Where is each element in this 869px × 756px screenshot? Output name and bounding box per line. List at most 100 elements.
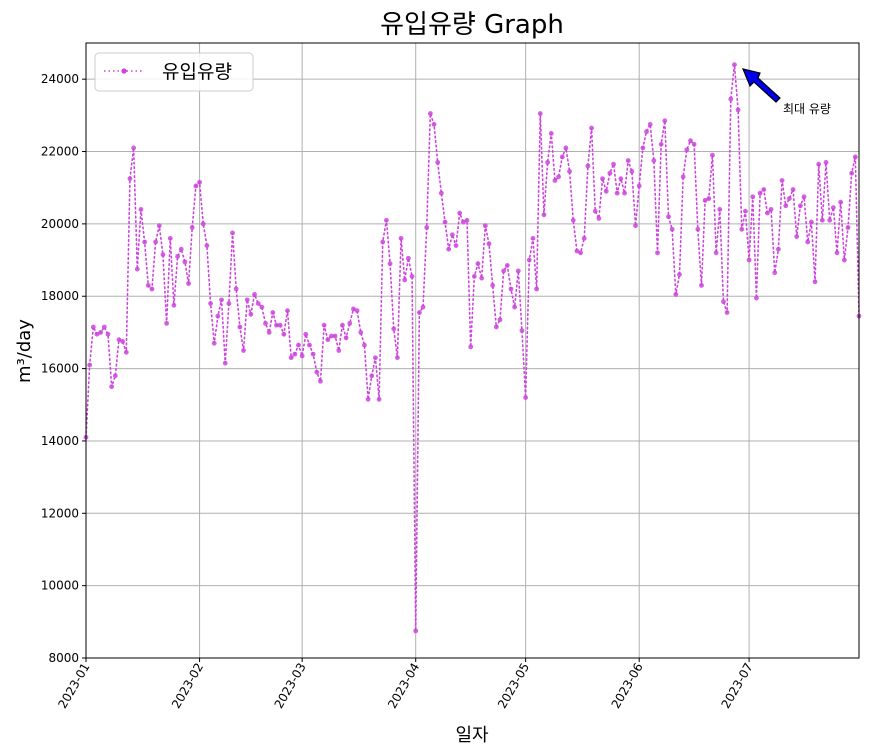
data-point xyxy=(277,322,283,328)
data-point xyxy=(614,190,620,196)
data-point xyxy=(790,187,796,192)
data-point xyxy=(699,282,704,288)
data-point xyxy=(325,337,331,343)
data-point xyxy=(464,217,470,223)
y-tick-label: 24000 xyxy=(41,72,79,86)
y-tick-label: 14000 xyxy=(41,434,79,448)
data-point xyxy=(446,246,452,252)
data-point xyxy=(600,176,605,182)
data-point xyxy=(255,301,261,306)
data-point xyxy=(292,351,298,357)
data-point xyxy=(420,304,426,310)
data-point xyxy=(354,308,360,314)
data-point xyxy=(589,125,594,131)
data-point xyxy=(138,207,144,212)
data-point xyxy=(779,178,785,183)
data-point xyxy=(395,355,400,361)
data-point xyxy=(655,250,660,256)
data-point xyxy=(592,208,598,214)
y-axis-label: m³/day xyxy=(14,319,35,383)
data-point xyxy=(105,331,111,337)
data-point xyxy=(735,107,741,113)
legend: 유입유량 xyxy=(94,52,254,92)
data-point xyxy=(90,324,96,330)
data-point xyxy=(512,304,518,310)
data-point xyxy=(329,333,334,339)
data-point xyxy=(438,190,444,196)
data-point xyxy=(222,360,228,366)
data-point xyxy=(706,196,712,201)
data-point xyxy=(838,199,844,205)
data-point xyxy=(413,628,419,634)
data-point xyxy=(827,217,833,223)
x-axis-label: 일자 xyxy=(455,725,489,746)
data-point xyxy=(611,161,616,167)
series-layer xyxy=(83,62,862,634)
data-point xyxy=(581,235,587,241)
data-point xyxy=(380,239,386,245)
data-point xyxy=(783,203,789,209)
max-annotation: 최대 유량 xyxy=(742,68,831,116)
y-tick-label: 22000 xyxy=(41,145,79,159)
data-point xyxy=(545,159,550,165)
data-point xyxy=(299,353,305,359)
data-point xyxy=(120,339,126,344)
data-point xyxy=(552,178,558,183)
data-point xyxy=(175,254,180,259)
data-point xyxy=(710,152,715,158)
data-point xyxy=(603,188,609,194)
data-point xyxy=(808,219,814,225)
data-point xyxy=(123,349,129,355)
data-point xyxy=(449,232,455,238)
data-point xyxy=(849,170,855,176)
data-point xyxy=(310,351,316,357)
data-point xyxy=(695,226,701,232)
data-point xyxy=(757,190,763,196)
data-point xyxy=(307,342,312,348)
data-point xyxy=(145,282,151,288)
data-point xyxy=(482,223,488,229)
data-point xyxy=(182,259,188,265)
data-point xyxy=(87,362,93,368)
data-point xyxy=(365,396,371,402)
data-point xyxy=(534,286,540,292)
data-point xyxy=(453,243,459,248)
data-point xyxy=(237,324,243,330)
data-point xyxy=(786,196,792,201)
data-point xyxy=(640,145,646,151)
data-point xyxy=(680,174,686,180)
data-point xyxy=(728,96,734,102)
data-point xyxy=(387,261,393,267)
data-point xyxy=(501,268,507,274)
data-point xyxy=(233,286,239,292)
data-point xyxy=(281,331,287,337)
data-point xyxy=(471,273,477,279)
data-point xyxy=(373,355,378,361)
data-point xyxy=(435,159,441,165)
data-point xyxy=(486,241,492,247)
data-point xyxy=(347,320,353,326)
data-point xyxy=(208,301,213,306)
annotation-label: 최대 유량 xyxy=(783,102,831,116)
data-point xyxy=(750,194,756,200)
data-point xyxy=(537,111,543,116)
data-point xyxy=(332,333,338,339)
y-tick-label: 18000 xyxy=(41,289,79,303)
data-point xyxy=(677,272,682,277)
data-point xyxy=(230,230,235,236)
data-point xyxy=(409,273,415,279)
y-tick-label: 8000 xyxy=(48,651,79,665)
data-point xyxy=(721,299,726,305)
legend-label: 유입유량 xyxy=(162,61,232,83)
data-point xyxy=(556,174,561,180)
y-tick-label: 12000 xyxy=(41,506,79,520)
data-point xyxy=(112,373,118,379)
data-point xyxy=(743,208,748,214)
data-point xyxy=(193,183,199,189)
data-point xyxy=(830,205,836,211)
data-point xyxy=(768,207,774,212)
data-point xyxy=(186,281,191,286)
data-point xyxy=(226,301,232,306)
data-point xyxy=(812,279,818,285)
chart-title: 유입유량 Graph xyxy=(380,10,564,40)
